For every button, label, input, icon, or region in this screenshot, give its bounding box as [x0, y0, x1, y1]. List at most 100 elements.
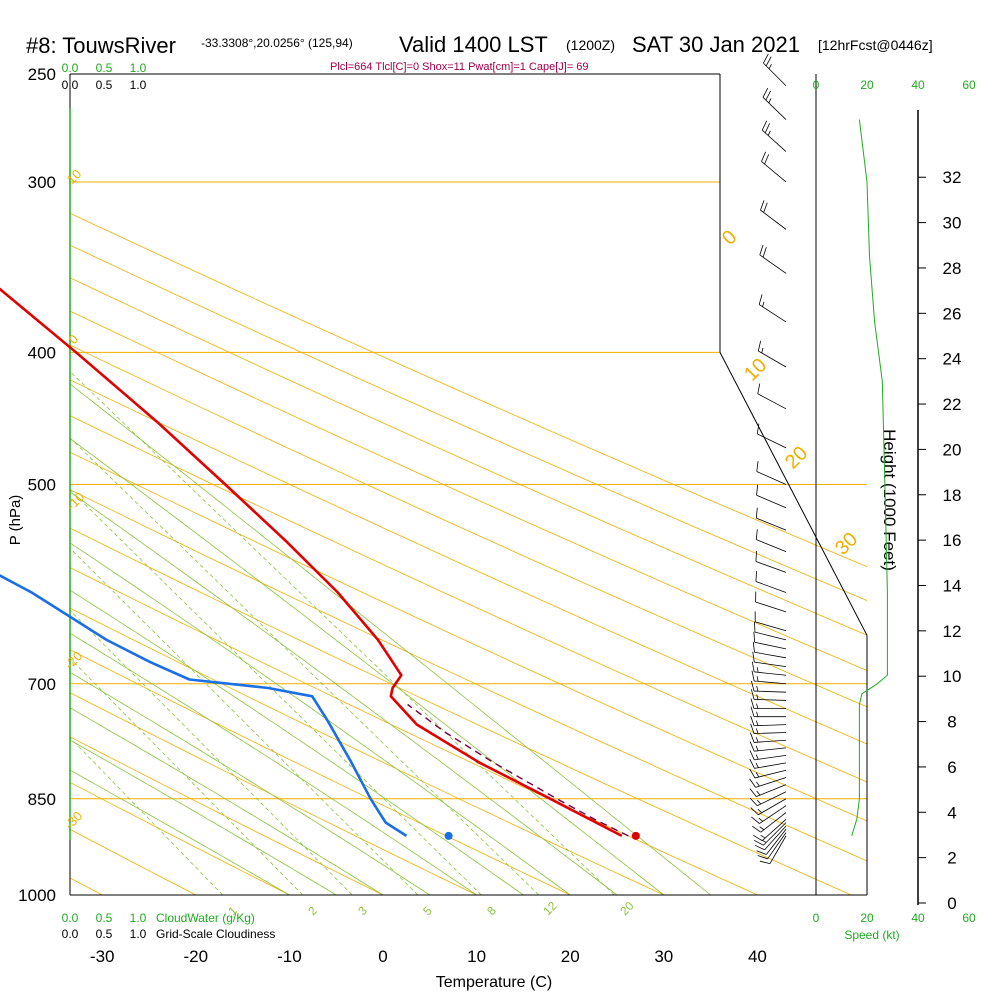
height-tick-label: 8: [947, 713, 956, 732]
wind-barb-half-feather: [756, 686, 759, 692]
moist-adiabat: [70, 671, 431, 895]
height-tick-label: 12: [943, 622, 962, 641]
bottom-speed-tick: 20: [860, 911, 874, 925]
top-cloudwater-tick: 1.0: [130, 61, 147, 75]
wind-barb-feather: [749, 788, 757, 797]
wind-barb: [750, 715, 787, 727]
height-tick-label: 24: [943, 350, 962, 369]
dry-adiabat: [70, 649, 571, 895]
wind-barb-feather: [750, 807, 759, 816]
wind-barb-staff: [755, 621, 787, 632]
wind-barb-half-feather: [756, 799, 762, 805]
wind-barb-staff: [754, 680, 787, 685]
wind-barb-feather: [753, 631, 756, 643]
wind-barb-staff: [756, 539, 787, 552]
wind-barb-feather: [759, 244, 764, 256]
wind-barb-half-feather: [755, 737, 759, 743]
wind-barb-half-feather: [755, 745, 759, 751]
wind-barb-feather: [755, 529, 758, 540]
wind-barb: [756, 461, 787, 485]
wind-barb-staff: [764, 825, 787, 851]
wind-barb-staff: [761, 161, 787, 183]
cloudiness-label: Grid-Scale Cloudiness: [156, 927, 275, 941]
bottom-cloudwater-tick: 0.5: [96, 911, 113, 925]
wind-barb: [755, 507, 787, 531]
wind-barb-feather: [751, 661, 755, 672]
wind-barb: [754, 825, 787, 851]
wind-barb-feather: [763, 53, 769, 64]
mixing-ratio-line: [70, 437, 540, 895]
wind-barb-staff: [760, 812, 787, 833]
wind-barb: [749, 791, 787, 807]
dry-adiabat: [70, 692, 477, 895]
wind-barb-feather: [763, 202, 768, 213]
wind-speed-profile: [851, 119, 888, 837]
height-tick-label: 18: [943, 486, 962, 505]
dry-adiabat: [70, 415, 867, 783]
height-tick-label: 22: [943, 395, 962, 414]
plot-right-diagonal: [719, 352, 868, 636]
top-cloudwater-tick: 0.0: [62, 61, 79, 75]
parcel-trace: [407, 703, 629, 837]
dry-adiabat: [70, 489, 867, 862]
height-tick-label: 2: [947, 849, 956, 868]
wind-barb-staff: [755, 561, 787, 573]
moist-adiabat: [70, 437, 665, 895]
wind-barb-feather: [750, 715, 755, 726]
wind-barb-staff: [758, 350, 787, 368]
wind-barb-staff: [761, 818, 787, 842]
wind-barb-staff: [755, 777, 787, 788]
wind-barb: [749, 741, 787, 752]
wind-barb-feather: [756, 423, 760, 434]
moist-adiabat: [70, 589, 524, 895]
wind-barb-feather: [756, 461, 759, 472]
wind-barb-half-feather: [768, 98, 772, 104]
wind-barb-feather: [760, 200, 765, 211]
temperature-tick-label: 0: [378, 947, 387, 966]
pressure-tick-label: 700: [28, 675, 56, 694]
wind-barb-half-feather: [760, 834, 766, 839]
dry-adiabat: [70, 277, 867, 636]
wind-barb-feather: [755, 551, 757, 562]
dry-adiabat: [70, 344, 867, 708]
wind-barb-feather: [749, 750, 755, 761]
dry-adiabat: [70, 212, 867, 568]
height-tick-label: 28: [943, 259, 962, 278]
dry-adiabat: [70, 244, 867, 602]
height-tick-label: 16: [943, 531, 962, 550]
pressure-tick-label: 300: [28, 173, 56, 192]
wind-barb-staff: [754, 732, 787, 734]
height-tick-label: 20: [943, 440, 962, 459]
mixing-ratio-line: [70, 657, 303, 895]
wind-barb-staff: [754, 671, 787, 676]
pressure-tick-label: 250: [28, 65, 56, 84]
wind-barb-feather: [762, 87, 769, 98]
top-speed-tick: 0: [813, 78, 820, 92]
mixing-ratio-line: [70, 547, 419, 895]
wind-barb: [761, 151, 787, 183]
wind-barb-feather: [749, 758, 755, 769]
bottom-cloudwater-tick: 1.0: [130, 911, 147, 925]
x-axis-label: Temperature (C): [436, 974, 552, 991]
moist-adiabat: [70, 632, 477, 895]
wind-barb: [755, 591, 787, 613]
wind-barb-feather: [756, 850, 767, 855]
wind-barb: [750, 706, 786, 718]
wind-barb: [750, 689, 787, 701]
height-tick-label: 6: [947, 758, 956, 777]
mixing-ratio-line: [70, 489, 482, 895]
wind-barb-feather: [749, 741, 755, 752]
wind-barb: [754, 611, 787, 632]
wind-barb-feather: [757, 855, 768, 860]
wind-barb-feather: [757, 340, 762, 352]
wind-barb-feather: [756, 484, 759, 496]
temperature-tick-label: -10: [277, 947, 302, 966]
wind-barb: [752, 641, 787, 659]
moist-adiabat: [70, 542, 571, 895]
speed-axis-label: Speed (kt): [844, 928, 899, 942]
wind-barb-staff: [754, 739, 787, 743]
wind-barb: [759, 244, 787, 274]
temperature-tick-label: -20: [184, 947, 209, 966]
wind-barb-feather: [764, 154, 770, 165]
